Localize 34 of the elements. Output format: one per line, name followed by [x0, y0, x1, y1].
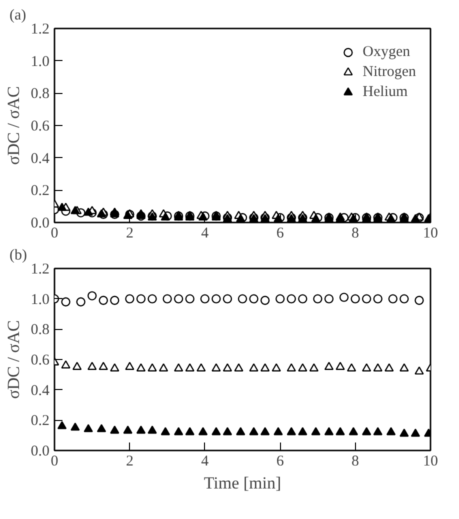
y-tick-label: 0.2	[30, 183, 50, 200]
y-tick-label: 0.2	[30, 413, 50, 430]
y-tick-label: 1.0	[30, 292, 50, 308]
y-tick-label: 0.8	[30, 86, 50, 102]
y-axis-title: σDC / σAC	[4, 86, 23, 165]
x-tick-label: 4	[201, 454, 210, 470]
x-tick-label: 4	[201, 226, 210, 242]
x-tick-label: 10	[423, 454, 438, 470]
y-tick-label: 0.6	[30, 118, 50, 134]
y-tick-label: 0.6	[30, 352, 50, 368]
legend-label: Helium	[362, 84, 408, 100]
x-tick-label: 0	[50, 454, 58, 470]
legend-label: Nitrogen	[362, 64, 416, 80]
y-tick-label: 1.0	[30, 54, 50, 70]
legend-label: Oxygen	[362, 44, 410, 60]
y-tick-label: 0.0	[30, 444, 50, 460]
y-tick-label: 1.2	[30, 262, 50, 278]
y-tick-label: 0.4	[30, 150, 50, 167]
x-tick-label: 10	[423, 226, 438, 242]
x-tick-label: 2	[126, 226, 134, 242]
chart-title: (b)	[10, 248, 27, 264]
x-tick-label: 6	[276, 454, 284, 470]
x-tick-label: 6	[276, 226, 284, 242]
y-tick-label: 0.8	[30, 322, 50, 338]
x-tick-label: 8	[352, 454, 360, 470]
x-tick-label: 8	[352, 226, 360, 242]
x-tick-label: 0	[50, 226, 58, 242]
x-tick-label: 2	[126, 454, 134, 470]
y-axis-title: σDC / σAC	[4, 320, 23, 399]
chart-title: (a)	[10, 8, 26, 24]
y-tick-label: 1.2	[30, 22, 50, 38]
x-axis-title: Time [min]	[204, 474, 282, 492]
y-tick-label: 0.4	[30, 382, 50, 399]
y-tick-label: 0.0	[30, 216, 50, 232]
